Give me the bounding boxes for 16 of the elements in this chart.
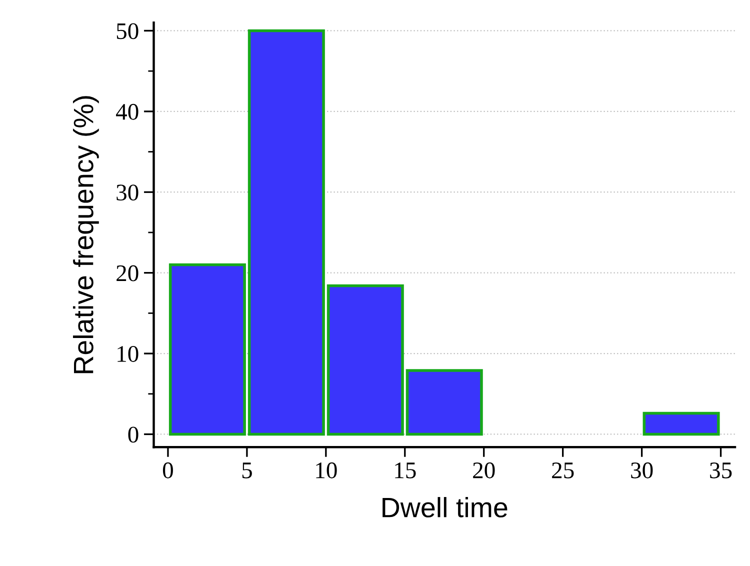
y-tick-label: 10	[118, 346, 138, 362]
x-tick-label: 10	[316, 462, 337, 478]
y-tick-label: 20	[116, 265, 138, 282]
y-tick-label: 30	[116, 184, 138, 201]
x-axis-title: Dwell time	[382, 497, 508, 518]
x-tick-label: 35	[710, 462, 732, 478]
y-axis-title: Relative frequency (%)	[72, 96, 99, 374]
x-tick-label: 5	[242, 462, 252, 478]
x-tick-label: 20	[473, 462, 495, 478]
x-tick-label: 30	[631, 462, 653, 478]
y-tick-label: 0	[128, 426, 138, 443]
x-tick-label: 25	[552, 462, 574, 478]
x-tick-label: 15	[395, 462, 416, 478]
x-tick-label: 0	[162, 462, 173, 478]
y-tick-label: 40	[116, 104, 138, 120]
y-tick-label: 50	[116, 23, 138, 40]
